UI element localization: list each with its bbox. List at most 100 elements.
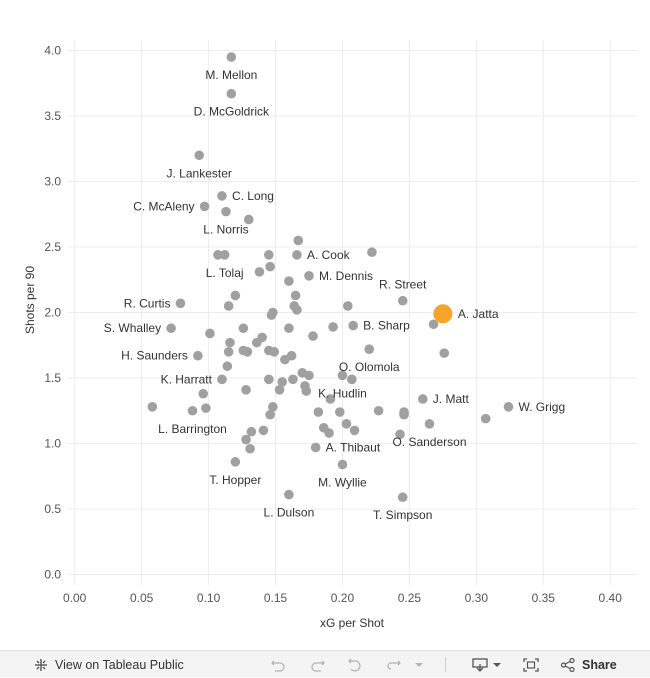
revert-button[interactable] bbox=[347, 651, 363, 678]
share-button[interactable]: Share bbox=[560, 651, 617, 678]
scatter-point[interactable] bbox=[397, 295, 408, 306]
scatter-point[interactable] bbox=[439, 348, 450, 358]
x-tick-label: 0.05 bbox=[130, 591, 154, 605]
x-tick-label: 0.10 bbox=[197, 591, 221, 605]
scatter-point[interactable] bbox=[268, 402, 278, 412]
scatter-point[interactable] bbox=[265, 409, 275, 420]
scatter-point[interactable] bbox=[395, 429, 405, 440]
scatter-point[interactable] bbox=[308, 331, 318, 341]
scatter-point[interactable] bbox=[217, 374, 227, 385]
scatter-point[interactable] bbox=[225, 337, 235, 348]
scatter-point[interactable] bbox=[284, 489, 294, 500]
scatter-point[interactable] bbox=[304, 271, 314, 281]
scatter-point[interactable] bbox=[301, 386, 312, 396]
scatter-point[interactable] bbox=[503, 402, 514, 412]
scatter-point[interactable] bbox=[147, 402, 158, 412]
x-axis-title: xG per Shot bbox=[320, 616, 385, 630]
scatter-point[interactable] bbox=[274, 384, 285, 395]
scatter-point[interactable] bbox=[348, 320, 358, 331]
scatter-point[interactable] bbox=[324, 428, 334, 438]
scatter-point[interactable] bbox=[310, 442, 321, 453]
scatter-point[interactable] bbox=[292, 250, 302, 260]
view-on-tableau-button[interactable]: View on Tableau Public bbox=[34, 651, 184, 678]
scatter-point[interactable] bbox=[284, 276, 294, 286]
scatter-point[interactable] bbox=[166, 323, 176, 334]
scatter-point[interactable] bbox=[242, 347, 253, 357]
scatter-point[interactable] bbox=[328, 322, 338, 332]
scatter-point[interactable] bbox=[304, 370, 314, 381]
scatter-point[interactable] bbox=[277, 377, 288, 387]
scatter-point[interactable] bbox=[428, 319, 439, 330]
scatter-point[interactable] bbox=[199, 201, 210, 212]
scatter-point[interactable] bbox=[373, 405, 384, 416]
point-label: K. Harratt bbox=[161, 372, 213, 386]
y-tick-label: 1.0 bbox=[44, 437, 61, 451]
scatter-point[interactable] bbox=[246, 426, 257, 437]
scatter-point[interactable] bbox=[205, 328, 215, 339]
scatter-point[interactable] bbox=[269, 347, 279, 357]
fullscreen-button[interactable] bbox=[523, 651, 539, 678]
scatter-point[interactable] bbox=[243, 214, 254, 225]
scatter-point[interactable] bbox=[198, 388, 209, 399]
scatter-point[interactable] bbox=[193, 350, 203, 361]
scatter-point[interactable] bbox=[238, 323, 249, 334]
scatter-point[interactable] bbox=[293, 235, 304, 246]
scatter-point[interactable] bbox=[257, 332, 267, 343]
scatter-point[interactable] bbox=[337, 370, 348, 381]
scatter-point[interactable] bbox=[268, 307, 278, 318]
scatter-point[interactable] bbox=[337, 459, 348, 470]
scatter-point[interactable] bbox=[241, 434, 251, 445]
scatter-point[interactable] bbox=[223, 301, 234, 311]
scatter-point[interactable] bbox=[264, 374, 274, 385]
scatter-point[interactable] bbox=[226, 52, 237, 62]
point-label: M. Mellon bbox=[205, 68, 257, 82]
scatter-point[interactable] bbox=[288, 374, 298, 385]
scatter-point[interactable] bbox=[217, 191, 227, 201]
scatter-point[interactable] bbox=[201, 403, 211, 413]
scatter-point[interactable] bbox=[213, 250, 223, 260]
scatter-point[interactable] bbox=[347, 374, 357, 385]
scatter-point[interactable] bbox=[241, 384, 251, 395]
scatter-point[interactable] bbox=[480, 413, 491, 424]
scatter-point[interactable] bbox=[284, 323, 294, 334]
scatter-point[interactable] bbox=[258, 425, 269, 436]
scatter-point[interactable] bbox=[325, 394, 336, 404]
scatter-point[interactable] bbox=[264, 250, 274, 260]
scatter-point[interactable] bbox=[219, 250, 230, 260]
scatter-point[interactable] bbox=[343, 301, 353, 311]
scatter-point[interactable] bbox=[226, 88, 237, 99]
scatter-point[interactable] bbox=[349, 425, 360, 436]
scatter-point[interactable] bbox=[221, 206, 231, 217]
scatter-point[interactable] bbox=[397, 492, 408, 503]
tableau-toolbar: View on Tableau Public bbox=[0, 650, 650, 677]
scatter-point[interactable] bbox=[286, 350, 297, 361]
scatter-point[interactable] bbox=[424, 419, 435, 429]
scatter-point[interactable] bbox=[230, 290, 241, 301]
refresh-button[interactable] bbox=[386, 651, 424, 678]
redo-button[interactable] bbox=[310, 651, 326, 678]
scatter-point[interactable] bbox=[334, 407, 345, 417]
scatter-point[interactable] bbox=[175, 298, 186, 309]
scatter-point[interactable] bbox=[313, 407, 324, 417]
scatter-point[interactable] bbox=[290, 290, 301, 301]
scatter-point[interactable] bbox=[230, 457, 241, 467]
scatter-point[interactable] bbox=[223, 347, 234, 357]
point-label: L. Tolaj bbox=[206, 266, 244, 280]
scatter-point[interactable] bbox=[187, 405, 198, 416]
scatter-point[interactable] bbox=[265, 261, 275, 272]
scatter-point[interactable] bbox=[417, 394, 428, 404]
y-tick-label: 2.5 bbox=[44, 240, 61, 254]
scatter-point[interactable] bbox=[341, 419, 352, 429]
scatter-point[interactable] bbox=[194, 150, 205, 161]
scatter-point[interactable] bbox=[364, 344, 375, 354]
highlighted-point[interactable] bbox=[433, 304, 453, 324]
download-button[interactable] bbox=[472, 651, 502, 678]
scatter-point[interactable] bbox=[367, 247, 377, 258]
scatter-point[interactable] bbox=[254, 267, 265, 277]
scatter-point[interactable] bbox=[245, 443, 255, 454]
scatter-point[interactable] bbox=[222, 361, 233, 372]
scatter-point[interactable] bbox=[292, 305, 302, 315]
undo-button[interactable] bbox=[270, 651, 286, 678]
scatter-point[interactable] bbox=[399, 407, 409, 417]
x-tick-label: 0.25 bbox=[398, 591, 422, 605]
